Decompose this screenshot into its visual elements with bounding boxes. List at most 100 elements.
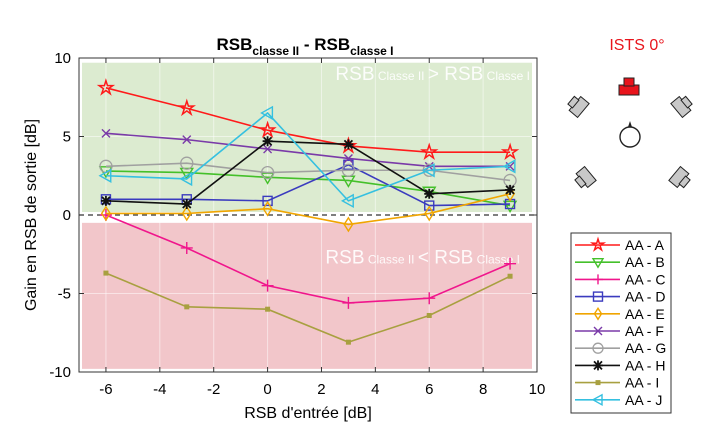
x-tick-label: 0 xyxy=(263,381,271,398)
marker-asterisk-icon xyxy=(593,360,603,371)
marker-x-icon xyxy=(343,153,353,163)
series-aa-f xyxy=(101,128,515,171)
marker-x-icon xyxy=(505,161,515,171)
marker-plus-icon xyxy=(180,241,193,254)
marker-circle-icon xyxy=(180,156,194,170)
series-line xyxy=(105,111,511,202)
region-label-part: < xyxy=(418,248,434,269)
region-label-part: RSB xyxy=(325,248,364,269)
legend-label: AA - C xyxy=(625,271,665,287)
marker-diamond-icon xyxy=(262,200,273,217)
series-line xyxy=(105,193,511,226)
marker-plus-icon xyxy=(504,257,517,270)
marker-dot-icon xyxy=(507,273,513,279)
y-tick-label: -10 xyxy=(49,364,71,381)
region-label-part: Classe I xyxy=(483,69,530,83)
legend-item: AA - F xyxy=(575,323,664,339)
loudspeaker-setup-diagram: ISTS 0° xyxy=(567,37,693,189)
marker-triangle-left-icon xyxy=(421,163,435,178)
x-tick-label: 10 xyxy=(529,381,546,398)
marker-plus-icon xyxy=(423,292,436,305)
legend-item: AA - J xyxy=(575,392,662,408)
series-line xyxy=(105,163,511,207)
legend-label: AA - H xyxy=(625,357,665,373)
marker-x-icon xyxy=(182,135,192,145)
speaker-driver xyxy=(680,95,693,109)
marker-circle-icon xyxy=(260,165,275,180)
legend-label: AA - G xyxy=(625,340,666,356)
marker-star-icon xyxy=(258,120,277,138)
series-line xyxy=(105,87,511,153)
region-label-part: RSB xyxy=(434,248,473,269)
marker-triangle-left-icon xyxy=(591,393,603,406)
series-line xyxy=(105,132,511,168)
marker-square-icon xyxy=(424,200,435,211)
speaker-driver xyxy=(678,175,691,189)
series-aa-e xyxy=(100,185,516,233)
region-label-part: RSB xyxy=(335,64,374,85)
marker-square-icon xyxy=(343,159,354,170)
title-part1: RSB xyxy=(217,35,253,54)
marker-diamond-icon xyxy=(593,306,603,321)
speaker-icon xyxy=(567,95,590,119)
legend-label: AA - B xyxy=(625,254,665,270)
legend-item: AA - G xyxy=(575,340,666,356)
marker-plus-icon xyxy=(261,279,274,292)
marker-star-icon xyxy=(177,98,196,117)
speaker-driver xyxy=(567,95,580,109)
region-label-part: Classe II xyxy=(365,253,418,267)
series-aa-j xyxy=(98,105,516,209)
marker-asterisk-icon xyxy=(100,195,111,206)
title-sub2: classe I xyxy=(350,44,393,58)
region-label: RSB Classe II > RSB Classe I xyxy=(335,64,530,85)
marker-triangle-left-icon xyxy=(98,168,112,183)
series-line xyxy=(105,214,511,304)
marker-circle-icon xyxy=(592,342,604,354)
marker-triangle-left-icon xyxy=(179,171,193,187)
series-group xyxy=(96,78,520,345)
marker-triangle-down-icon xyxy=(591,258,605,269)
x-tick-label: 4 xyxy=(371,381,379,398)
y-tick-label: -5 xyxy=(58,286,71,303)
marker-dot-icon xyxy=(265,306,271,312)
legend-label: AA - E xyxy=(625,306,665,322)
legend-label: AA - A xyxy=(625,237,665,253)
marker-dot-icon xyxy=(426,312,432,318)
legend-label: AA - I xyxy=(625,375,659,391)
x-tick-label: 2 xyxy=(317,381,325,398)
y-tick-label: 5 xyxy=(63,129,71,146)
title-part2: - RSB xyxy=(299,35,350,54)
series-line xyxy=(105,272,511,344)
legend-item: AA - C xyxy=(575,271,665,287)
speaker-driver xyxy=(574,175,587,189)
marker-asterisk-icon xyxy=(505,184,516,195)
legend: AA - AAA - BAA - CAA - DAA - EAA - FAA -… xyxy=(570,232,672,414)
legend-item: AA - H xyxy=(575,357,665,373)
x-tick-label: 8 xyxy=(479,381,487,398)
region-label-part: Classe I xyxy=(473,253,520,267)
speaker-icon xyxy=(670,95,693,119)
marker-triangle-left-icon xyxy=(502,159,516,174)
marker-star-icon xyxy=(500,142,520,161)
marker-x-icon xyxy=(101,128,111,138)
marker-diamond-icon xyxy=(100,205,111,222)
y-axis-label: Gain en RSB de sortie [dB] xyxy=(23,119,40,311)
region-label-part: > xyxy=(428,64,444,85)
region-label-part: RSB xyxy=(444,64,483,85)
series-aa-i xyxy=(103,270,513,345)
marker-x-icon xyxy=(263,144,273,154)
title-sub1: classe II xyxy=(252,44,299,58)
series-aa-c xyxy=(99,209,517,309)
legend-label: AA - F xyxy=(625,323,664,339)
y-tick-label: 10 xyxy=(54,50,71,67)
marker-dot-icon xyxy=(103,270,109,276)
marker-square-icon xyxy=(262,195,273,207)
x-tick-label: -2 xyxy=(207,381,220,398)
marker-plus-icon xyxy=(593,274,603,285)
marker-dot-icon xyxy=(595,380,601,386)
legend-item: AA - B xyxy=(575,254,665,270)
ticks: -6 -4 -2 0 2 4 6 8 10 -10 -5 0 5 10 xyxy=(49,50,545,398)
